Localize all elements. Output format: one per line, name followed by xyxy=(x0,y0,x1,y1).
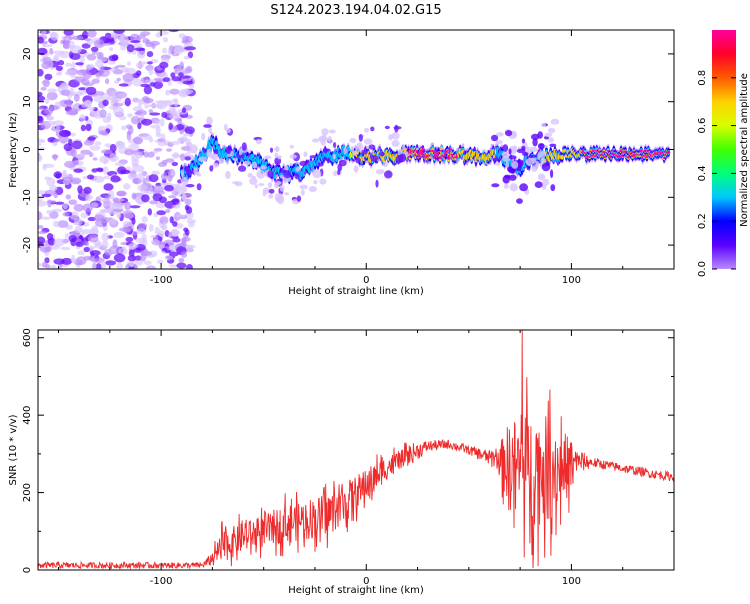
spectrogram-ytick-label: 10 xyxy=(22,95,33,108)
colorbar-tick-label: 0.8 xyxy=(697,70,708,86)
colorbar: 0.0 0.2 0.4 0.6 0.8 Normalized spectral ampl… xyxy=(697,30,750,277)
spectrogram-xlabel: Height of straight line (km) xyxy=(288,286,424,297)
snr-series-line xyxy=(38,330,674,570)
spectrogram-ytick-label: -20 xyxy=(22,237,33,253)
spectrogram-xtick-label: 0 xyxy=(363,275,369,286)
snr-ylabel: SNR (10 * v/v) xyxy=(8,414,19,485)
snr-xtick-label: -100 xyxy=(150,576,173,587)
spectral-ridge xyxy=(180,116,671,205)
snr-xtick-label: 100 xyxy=(562,576,581,587)
spectrogram-xtick-label: -100 xyxy=(150,275,173,286)
colorbar-tick-label: 0.2 xyxy=(697,213,708,229)
spectrogram-ytick-label: 0 xyxy=(22,146,33,152)
snr-ytick-label: 200 xyxy=(22,483,33,502)
colorbar-tick-label: 0.6 xyxy=(697,118,708,134)
snr-ytick-label: 400 xyxy=(22,406,33,425)
colorbar-label: Normalized spectral amplitude xyxy=(739,73,750,227)
snr-background xyxy=(38,330,674,570)
snr-ytick-label: 600 xyxy=(22,328,33,347)
snr-xtick-label: 0 xyxy=(363,576,369,587)
colorbar-gradient xyxy=(712,30,736,269)
colorbar-tick-label: 0.0 xyxy=(697,261,708,277)
figure-title: S124.2023.194.04.02.G15 xyxy=(270,3,441,18)
spectrogram-ytick-label: -10 xyxy=(22,189,33,205)
spectrogram-xtick-label: 100 xyxy=(562,275,581,286)
spectrogram-ylabel: Frequency (Hz) xyxy=(8,112,19,188)
snr-frame xyxy=(37,329,675,571)
snr-xlabel: Height of straight line (km) xyxy=(288,585,424,596)
spectrogram-ytick-label: 20 xyxy=(22,48,33,61)
colorbar-tick-label: 0.4 xyxy=(697,165,708,181)
snr-ytick-label: 0 xyxy=(22,567,33,573)
snr-panel: -100 0 100 0 200 400 600 Height of straight li… xyxy=(8,328,675,596)
